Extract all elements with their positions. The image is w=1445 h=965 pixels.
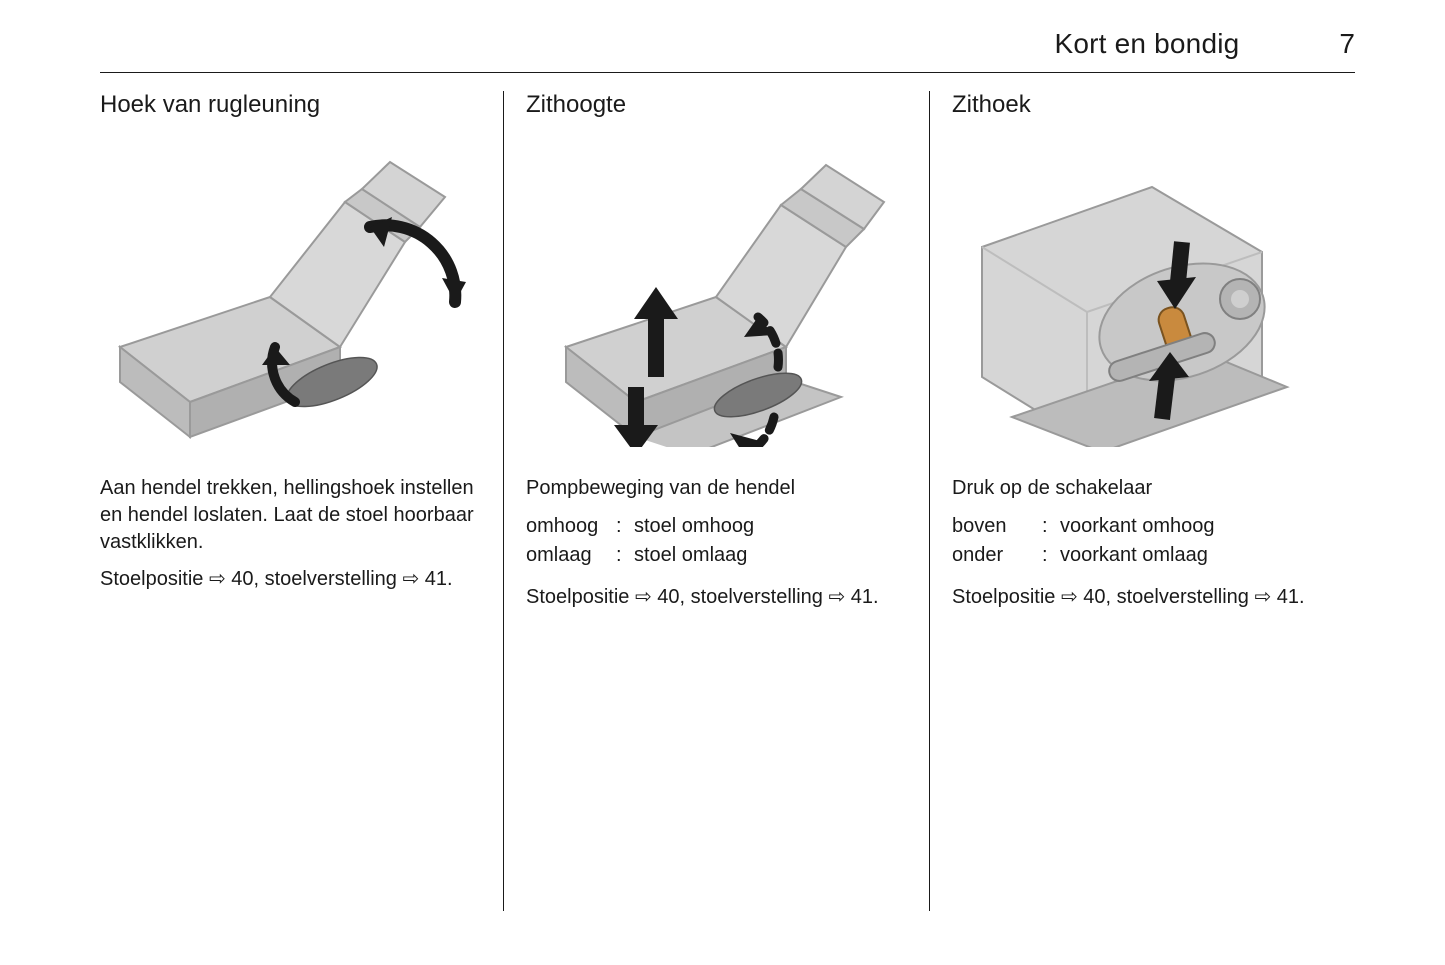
definition-colon: : [1042, 512, 1060, 541]
definition-term: boven [952, 512, 1042, 541]
definition-def: voorkant omlaag [1060, 541, 1337, 570]
definition-colon: : [1042, 541, 1060, 570]
header-rule [100, 72, 1355, 73]
figure-backrest [100, 147, 470, 447]
definition-term: onder [952, 541, 1042, 570]
reference-line: Stoelpositie ⇨ 40, stoelverstelling ⇨ 41… [526, 584, 911, 611]
definition-row: onder : voorkant omlaag [952, 541, 1337, 570]
column-height: Zithoogte [503, 91, 929, 911]
definition-term: omlaag [526, 541, 616, 570]
definition-colon: : [616, 512, 634, 541]
definition-row: boven : voorkant omhoog [952, 512, 1337, 541]
definition-list: omhoog : stoel omhoog omlaag : stoel oml… [526, 512, 911, 570]
column-heading: Zithoogte [526, 91, 911, 119]
definition-row: omhoog : stoel omhoog [526, 512, 911, 541]
definition-list: boven : voorkant omhoog onder : voorkant… [952, 512, 1337, 570]
figure-height [526, 147, 896, 447]
body-text: Aan hendel trekken, hellingshoek instell… [100, 475, 485, 556]
body-text: Druk op de schakelaar [952, 475, 1337, 502]
column-heading: Zithoek [952, 91, 1337, 119]
definition-def: stoel omhoog [634, 512, 911, 541]
column-backrest: Hoek van rugleuning [100, 91, 503, 911]
manual-page: Kort en bondig 7 Hoek van rugleuning [0, 0, 1445, 965]
definition-term: omhoog [526, 512, 616, 541]
definition-def: voorkant omhoog [1060, 512, 1337, 541]
header-title: Kort en bondig [1054, 28, 1239, 60]
definition-row: omlaag : stoel omlaag [526, 541, 911, 570]
definition-colon: : [616, 541, 634, 570]
column-tilt: Zithoek [929, 91, 1355, 911]
column-heading: Hoek van rugleuning [100, 91, 485, 119]
definition-def: stoel omlaag [634, 541, 911, 570]
body-text: Pompbeweging van de hendel [526, 475, 911, 502]
reference-line: Stoelpositie ⇨ 40, stoelverstelling ⇨ 41… [952, 584, 1337, 611]
reference-line: Stoelpositie ⇨ 40, stoelverstelling ⇨ 41… [100, 566, 485, 593]
columns-container: Hoek van rugleuning [100, 91, 1355, 911]
page-header: Kort en bondig 7 [100, 28, 1355, 68]
figure-tilt [952, 147, 1322, 447]
page-number: 7 [1339, 28, 1355, 60]
